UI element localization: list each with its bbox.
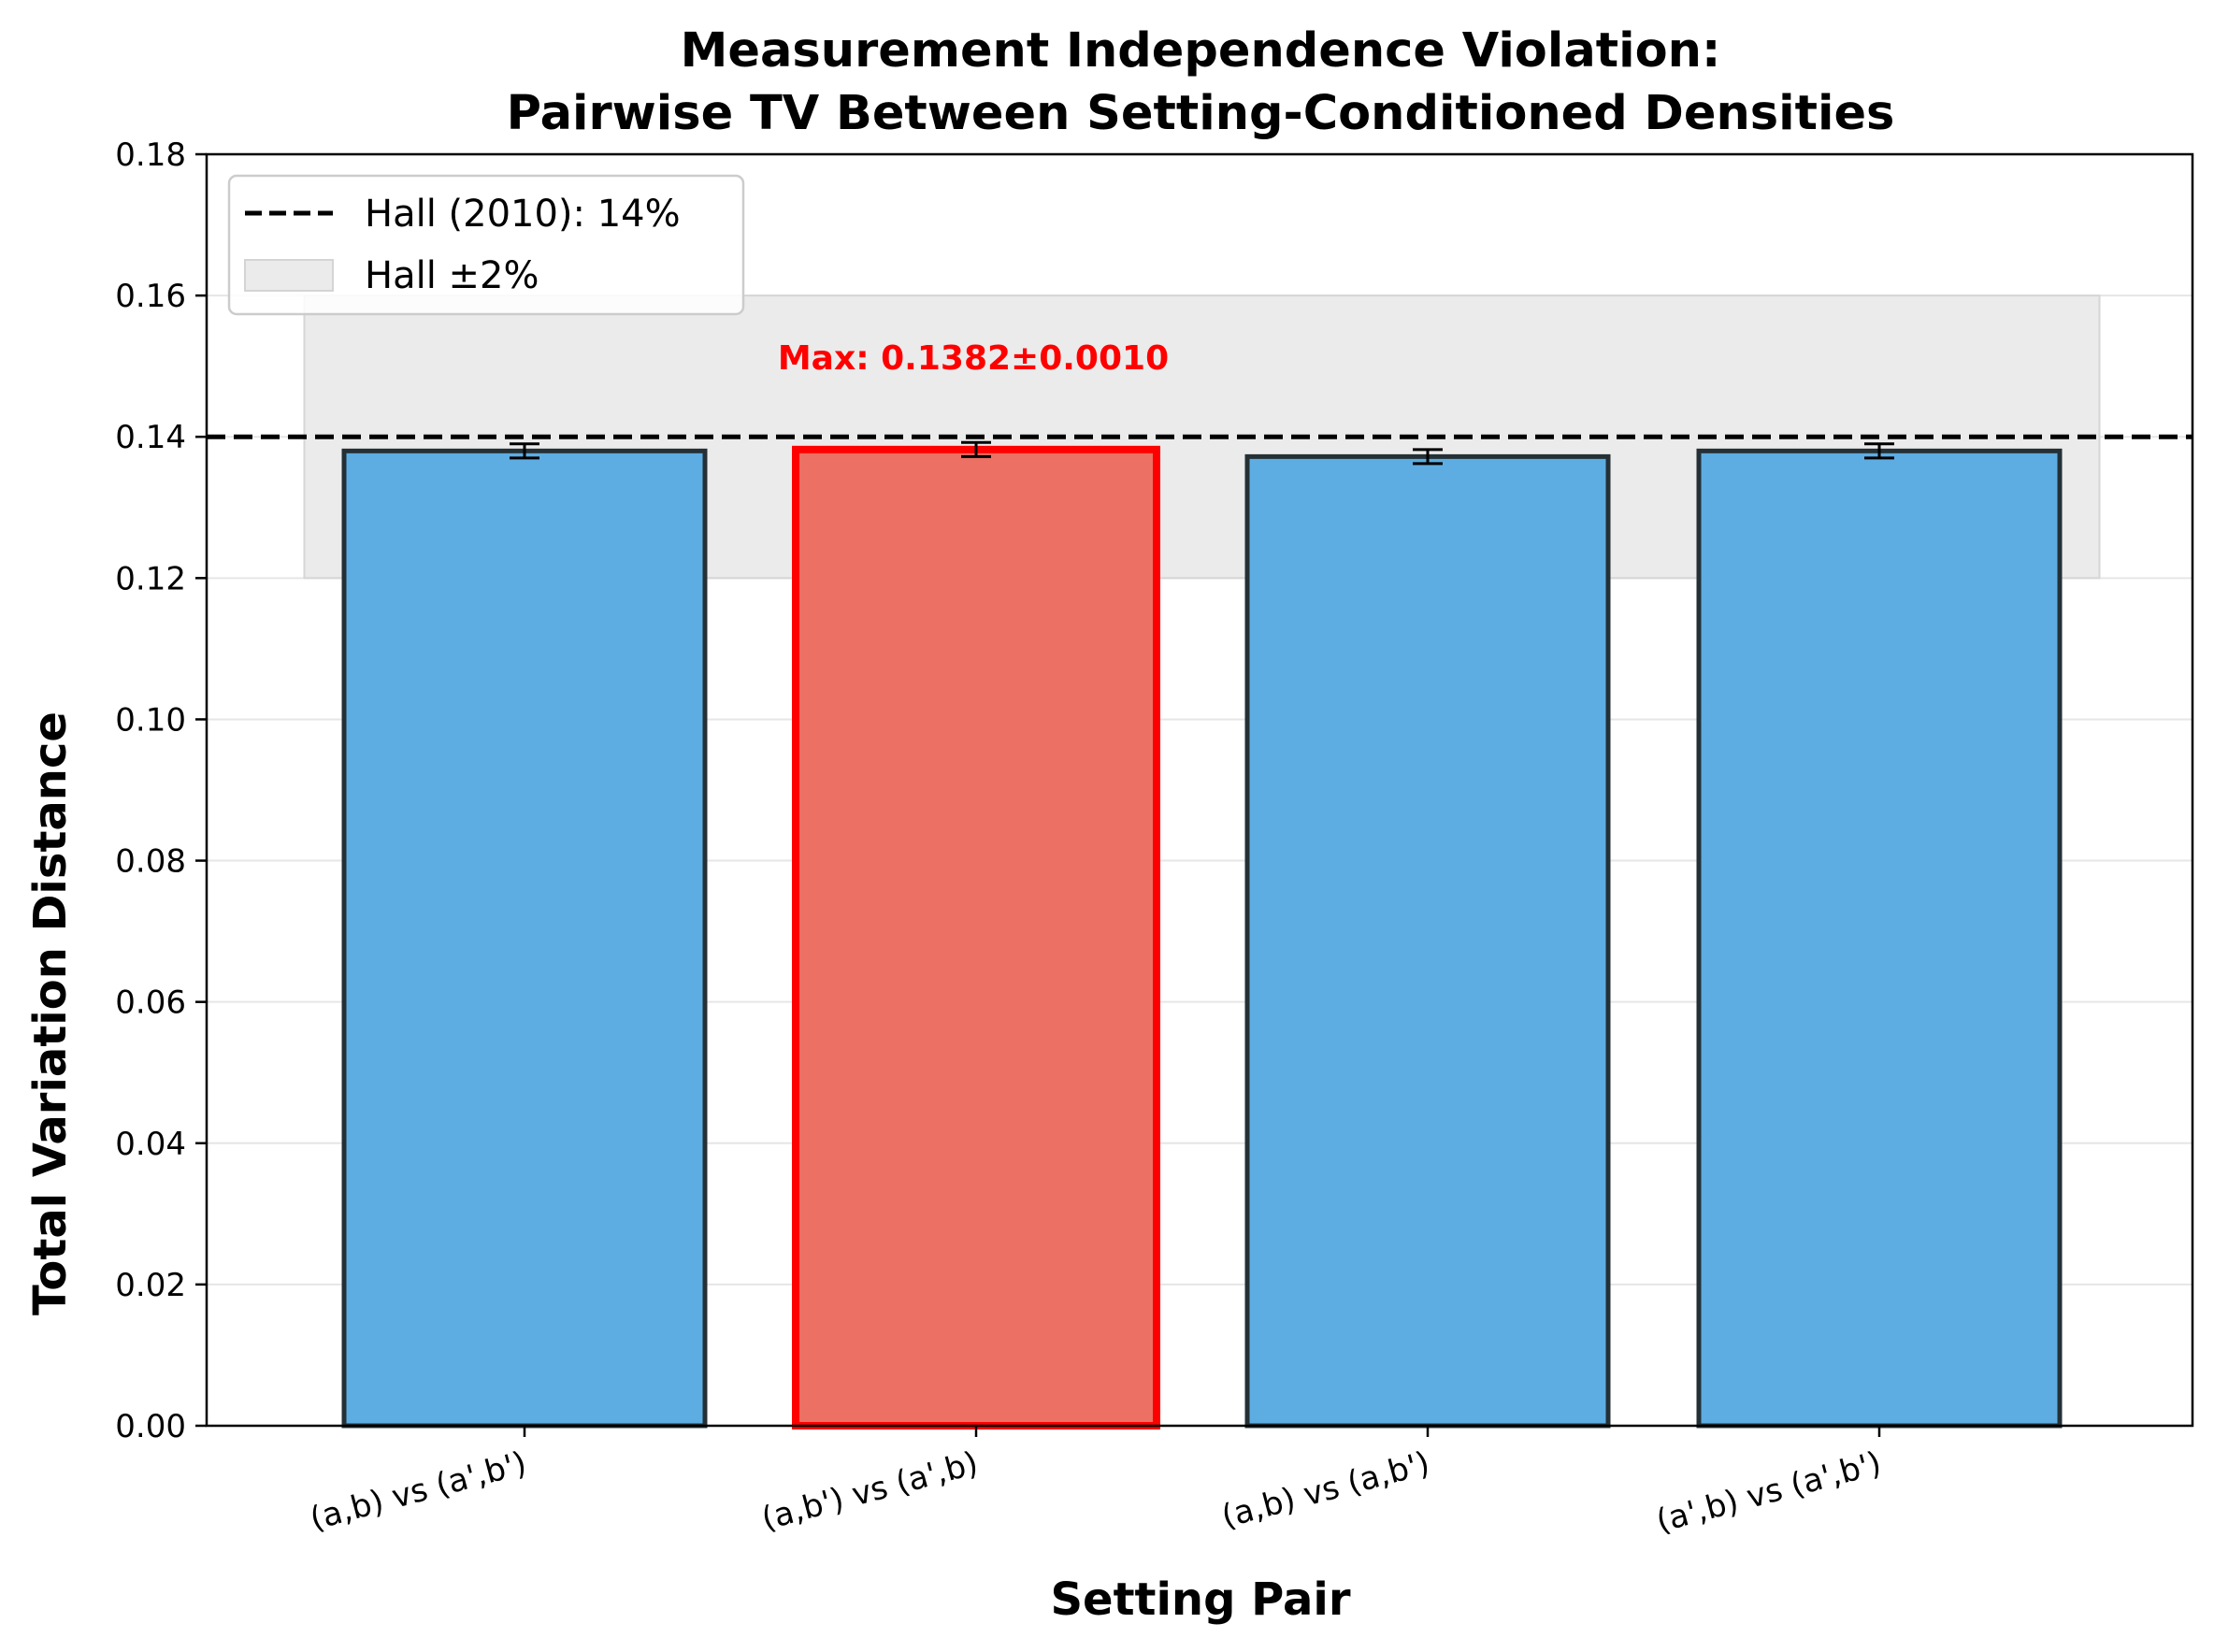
chart-title-line-2: Pairwise TV Between Setting-Conditioned … [507, 86, 1895, 141]
legend-band-swatch [244, 259, 334, 292]
y-tick-label: 0.16 [115, 278, 186, 315]
bar [1244, 453, 1611, 1429]
y-tick-label: 0.08 [115, 843, 186, 881]
x-axis-ticks: (a,b) vs (a',b') (a,b') vs (a',b) (a,b) vs… [306, 1426, 1885, 1541]
chart-title: Measurement Independence Violation: Pair… [507, 23, 1895, 141]
legend-reference-line-label: Hall (2010): 14% [365, 193, 681, 236]
y-tick-label: 0.02 [115, 1267, 186, 1304]
legend-box [227, 174, 745, 316]
bar [1696, 448, 2063, 1429]
chart-title-line-1: Measurement Independence Violation: [681, 23, 1721, 79]
max-annotation: Max: 0.1382±0.0010 [778, 339, 1169, 378]
x-tick-label: (a',b) vs (a',b') [1652, 1444, 1885, 1541]
y-tick-label: 0.10 [115, 701, 186, 739]
legend: Hall (2010): 14% Hall ±2% [227, 174, 745, 316]
y-tick-label: 0.12 [115, 560, 186, 597]
y-axis-label: Total Variation Distance [24, 711, 77, 1315]
y-tick-label: 0.14 [115, 419, 186, 456]
bars [341, 445, 2063, 1429]
bar [341, 448, 708, 1429]
plot-frame [205, 152, 2194, 1428]
x-tick-label: (a,b) vs (a',b') [306, 1444, 530, 1538]
y-axis-ticks: 0.00 0.02 0.04 0.06 0.08 0.10 0.12 0.14 0.16 0.18 [115, 136, 207, 1445]
x-tick-label: (a,b) vs (a,b') [1217, 1444, 1433, 1536]
y-tick-label: 0.06 [115, 984, 186, 1022]
y-tick-label: 0.18 [115, 136, 186, 174]
bar-highlighted [792, 445, 1160, 1429]
x-tick-label: (a,b') vs (a',b) [757, 1444, 982, 1538]
y-tick-label: 0.04 [115, 1126, 186, 1163]
error-bars [510, 440, 1894, 466]
x-axis-label: Setting Pair [1050, 1573, 1350, 1626]
legend-band-label: Hall ±2% [365, 254, 539, 297]
y-tick-label: 0.00 [115, 1408, 186, 1445]
